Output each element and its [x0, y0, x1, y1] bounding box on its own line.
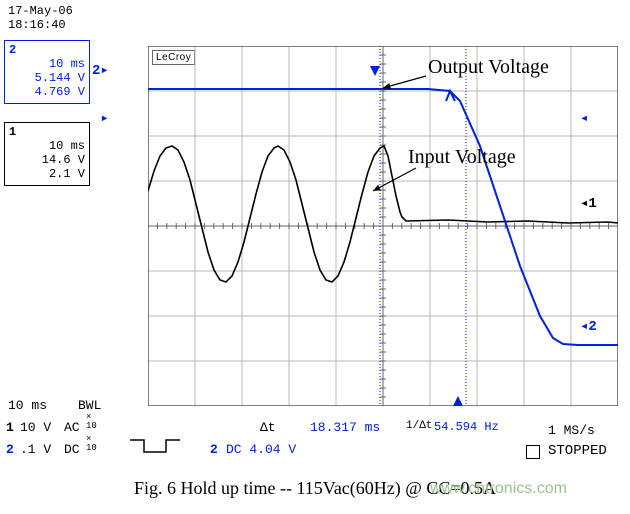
delta-t-value: 18.317 ms — [310, 420, 380, 435]
ch2-offset: DC 4.04 V — [226, 442, 296, 457]
scope-svg — [148, 46, 618, 406]
annotation-input: Input Voltage — [408, 146, 516, 169]
datetime-date: 17-May-06 — [8, 4, 73, 18]
ch2-vdiv: .1 V — [20, 442, 51, 457]
stopped-label: STOPPED — [548, 443, 607, 459]
stopped-indicator-box — [526, 445, 540, 459]
ch1-scale: ×10 — [86, 413, 97, 431]
ch1-vdiv: 10 V — [20, 420, 51, 435]
ch2-ground-marker-left: 2▸ — [92, 62, 109, 79]
plot-arrow-left: ▸ — [92, 110, 109, 127]
ch1-ground-marker-right: ◂1 — [580, 195, 597, 212]
ch1-v2: 2.1 V — [9, 167, 85, 181]
ch2-timebase: 10 ms — [9, 57, 85, 71]
ch2-v2: 4.769 V — [9, 85, 85, 99]
bottom-timebase: 10 ms — [8, 398, 47, 413]
sampling-rate: 1 MS/s — [548, 423, 595, 438]
ch2-number: 2 — [9, 43, 16, 57]
ch1-coupling: AC — [64, 420, 80, 435]
datetime-time: 18:16:40 — [8, 18, 66, 32]
ch2-scale: ×10 — [86, 435, 97, 453]
ch1-timebase: 10 ms — [9, 139, 85, 153]
inv-dt-value: 54.594 Hz — [434, 420, 499, 434]
figure-caption: Fig. 6 Hold up time -- 115Vac(60Hz) @ CC… — [0, 478, 630, 499]
oscilloscope-plot: LeCroy Output Voltage Input Voltage — [148, 46, 618, 406]
ch1-number: 1 — [9, 125, 16, 139]
ch2-v1: 5.144 V — [9, 71, 85, 85]
plot-arrow-right: ◂ — [580, 110, 588, 127]
ch2-row-num: 2 — [6, 442, 14, 457]
delta-t-label: Δt — [260, 420, 276, 435]
ch1-info-box: 1 10 ms 14.6 V 2.1 V — [4, 122, 90, 186]
ch1-row-num: 1 — [6, 420, 14, 435]
step-waveform-icon — [130, 438, 180, 454]
ch2-ground-marker-right: ◂2 — [580, 318, 597, 335]
ch2-coupling: DC — [64, 442, 80, 457]
inv-dt-label: 1/Δt — [406, 420, 432, 432]
ch1-v1: 14.6 V — [9, 153, 85, 167]
ch2-offset-num: 2 — [210, 442, 218, 457]
annotation-output: Output Voltage — [428, 56, 549, 79]
ch2-info-box: 2 10 ms 5.144 V 4.769 V — [4, 40, 90, 104]
bwl-label: BWL — [78, 398, 101, 413]
